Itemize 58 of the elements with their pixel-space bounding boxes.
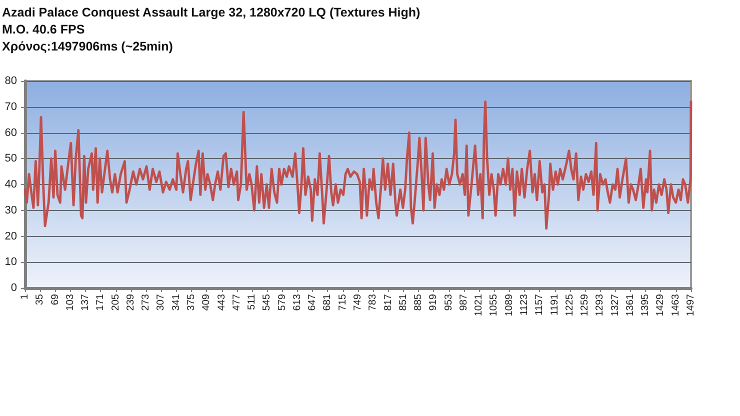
x-tick-label: 681 — [322, 294, 334, 311]
x-tick-label: 1327 — [610, 294, 621, 316]
x-tick-label: 171 — [95, 294, 106, 311]
chart-title: Azadi Palace Conquest Assault Large 32, 1280x720 LQ (Textures High) — [2, 6, 420, 20]
x-tick-label: 1293 — [594, 294, 606, 316]
x-tick-label: 1 — [20, 294, 30, 300]
x-tick-label: 1089 — [504, 294, 515, 316]
x-tick-label: 613 — [292, 294, 303, 311]
y-tick-label: 50 — [4, 152, 17, 165]
x-tick-label: 443 — [216, 294, 228, 311]
x-tick-label: 477 — [231, 294, 242, 311]
x-tick-label: 239 — [125, 294, 136, 311]
x-tick-label: 375 — [186, 294, 197, 311]
x-tick-label: 35 — [34, 294, 46, 306]
x-tick-label: 647 — [307, 294, 318, 311]
x-tick-label: 137 — [80, 294, 92, 311]
line-series — [24, 100, 692, 230]
x-tick-label: 1395 — [640, 294, 652, 316]
x-tick-label: 579 — [276, 294, 288, 311]
chart-subtitle: M.O. 40.6 FPS — [2, 22, 85, 36]
x-tick-label: 817 — [382, 294, 394, 311]
y-tick-label: 10 — [4, 256, 17, 268]
x-tick-label: 1361 — [624, 294, 636, 316]
text: Χρόνος:1497906ms (~25min) — [2, 40, 173, 54]
x-tick-label: 1157 — [534, 294, 546, 316]
x-tick-label: 103 — [64, 294, 76, 311]
x-tick-label: 851 — [398, 294, 409, 311]
x-tick-label: 69 — [50, 294, 61, 306]
x-tick-label: 1191 — [549, 294, 560, 316]
x-tick-label: 919 — [428, 294, 440, 311]
x-tick-label: 1021 — [474, 294, 485, 316]
x-tick-label: 409 — [201, 294, 212, 311]
x-tick-label: 1055 — [488, 294, 500, 316]
x-tick-label: 545 — [262, 294, 273, 311]
x-tick-label: 511 — [246, 294, 258, 310]
x-tick-label: 1497 — [686, 294, 696, 316]
y-tick-label: 30 — [4, 204, 17, 216]
x-tick-label: 987 — [458, 294, 470, 311]
x-tick-label: 1429 — [655, 294, 666, 316]
x-tick-label: 1259 — [580, 294, 591, 316]
x-tick-label: 205 — [110, 294, 122, 311]
y-tick-label: 20 — [4, 230, 17, 242]
y-tick-label: 80 — [4, 75, 17, 87]
x-tick-label: 307 — [156, 294, 167, 311]
x-tick-label: 749 — [352, 294, 364, 311]
x-tick-label: 953 — [443, 294, 454, 311]
x-tick-label: 783 — [368, 294, 379, 311]
y-tick-label: 70 — [4, 100, 17, 113]
x-tick-label: 885 — [413, 294, 424, 311]
x-tick-label: 341 — [170, 294, 182, 311]
x-tick-label: 1123 — [519, 294, 530, 316]
y-tick-label: 0 — [10, 282, 17, 294]
x-tick-label: 715 — [337, 294, 348, 311]
y-tick-label: 60 — [4, 126, 17, 139]
x-tick-label: 1225 — [564, 294, 576, 316]
x-tick-label: 273 — [140, 294, 152, 311]
x-tick-label: 1463 — [670, 294, 682, 316]
y-tick-label: 40 — [4, 178, 17, 190]
